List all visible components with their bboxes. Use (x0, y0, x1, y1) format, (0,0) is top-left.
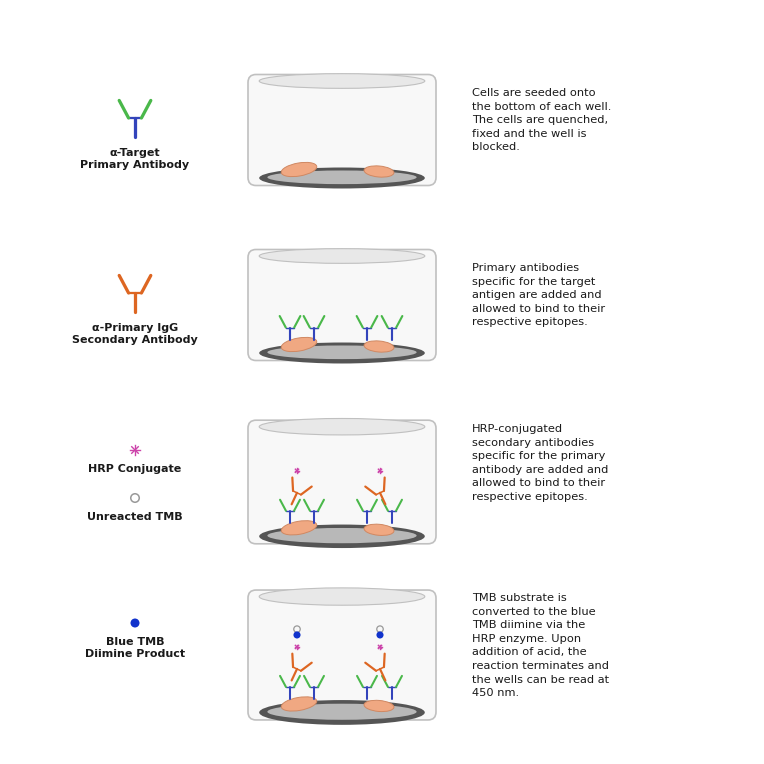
Ellipse shape (259, 588, 425, 605)
Ellipse shape (364, 524, 394, 536)
Ellipse shape (364, 701, 394, 711)
Ellipse shape (259, 525, 425, 548)
FancyBboxPatch shape (248, 250, 436, 361)
Text: α-Target
Primary Antibody: α-Target Primary Antibody (80, 148, 189, 170)
FancyBboxPatch shape (248, 75, 436, 186)
Ellipse shape (377, 631, 384, 639)
Text: TMB substrate is
converted to the blue
TMB diimine via the
HRP enzyme. Upon
addi: TMB substrate is converted to the blue T… (472, 593, 609, 698)
Ellipse shape (259, 73, 425, 89)
Ellipse shape (259, 248, 425, 264)
Ellipse shape (259, 167, 425, 189)
Ellipse shape (281, 338, 317, 351)
Ellipse shape (267, 170, 416, 184)
Text: Primary antibodies
specific for the target
antigen are added and
allowed to bind: Primary antibodies specific for the targ… (472, 263, 605, 328)
Ellipse shape (281, 697, 317, 711)
Text: Cells are seeded onto
the bottom of each well.
The cells are quenched,
fixed and: Cells are seeded onto the bottom of each… (472, 88, 611, 152)
Text: Blue TMB
Diimine Product: Blue TMB Diimine Product (85, 637, 185, 659)
Ellipse shape (259, 342, 425, 364)
Ellipse shape (267, 704, 416, 720)
Ellipse shape (259, 419, 425, 435)
Ellipse shape (259, 700, 425, 725)
FancyBboxPatch shape (248, 590, 436, 720)
Ellipse shape (267, 528, 416, 543)
Ellipse shape (281, 163, 317, 176)
Ellipse shape (364, 341, 394, 352)
Ellipse shape (267, 345, 416, 359)
FancyBboxPatch shape (248, 420, 436, 544)
Ellipse shape (293, 631, 300, 639)
Text: Unreacted TMB: Unreacted TMB (87, 512, 183, 522)
Text: α-Primary IgG
Secondary Antibody: α-Primary IgG Secondary Antibody (72, 323, 198, 345)
Ellipse shape (131, 619, 140, 627)
Text: HRP-conjugated
secondary antibodies
specific for the primary
antibody are added : HRP-conjugated secondary antibodies spec… (472, 424, 608, 502)
Ellipse shape (364, 166, 394, 177)
Text: HRP Conjugate: HRP Conjugate (89, 464, 182, 474)
Ellipse shape (281, 521, 317, 535)
